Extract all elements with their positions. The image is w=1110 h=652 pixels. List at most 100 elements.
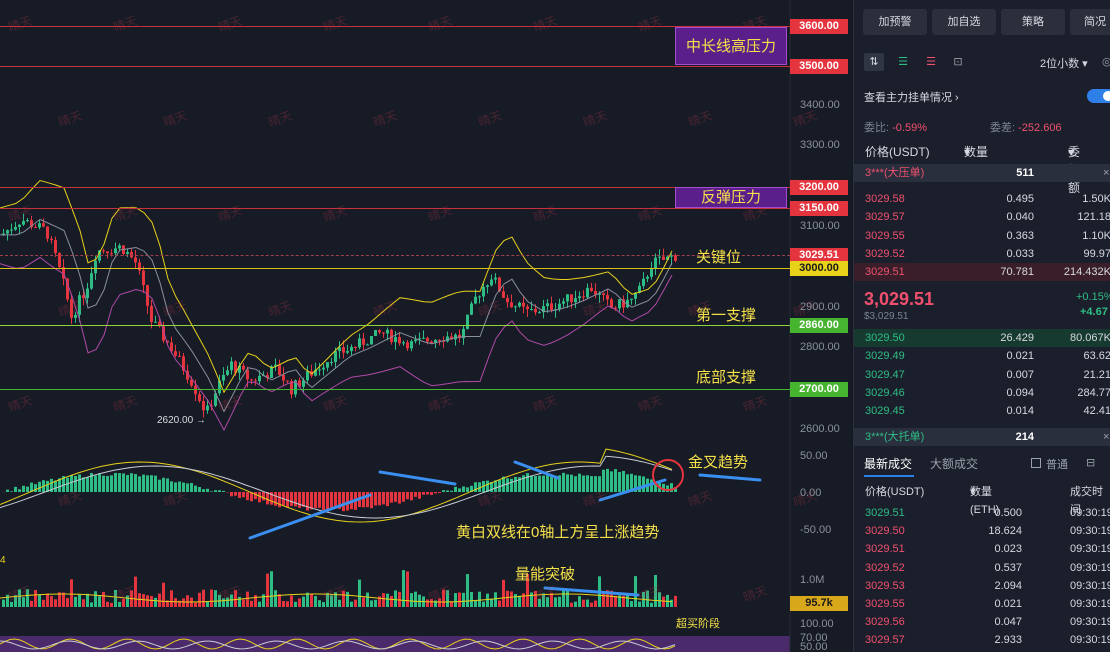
ask-row[interactable]: 3029.58 0.495 1.50K (854, 190, 1110, 208)
annotation-overbought: 超买阶段 (676, 618, 720, 630)
overview-button[interactable]: 简况 (1070, 9, 1110, 35)
candle-body (502, 291, 505, 298)
candle-body (618, 299, 621, 309)
macd-bar (58, 478, 61, 492)
book-both-icon[interactable]: ⇅ (864, 53, 884, 71)
candle-body (154, 321, 157, 323)
candle-body (486, 285, 489, 288)
volume-bar (118, 601, 121, 607)
volume-bar (18, 589, 21, 607)
volume-bar (202, 589, 205, 607)
ask-qty: 0.040 (1006, 211, 1034, 224)
candle-body (558, 303, 561, 310)
candle-body (402, 342, 405, 344)
macd-bar (666, 485, 669, 492)
add-alert-button[interactable]: 加预警 (863, 9, 927, 35)
volume-bar (250, 600, 253, 607)
candle-body (146, 285, 149, 306)
normal-checkbox[interactable] (1031, 458, 1041, 468)
settings-icon[interactable]: ◎ (1102, 55, 1110, 68)
volume-bar (498, 600, 501, 607)
decimal-select[interactable]: 2位小数 ▾ (1040, 58, 1088, 70)
candle-body (246, 369, 249, 380)
macd-bar (14, 486, 17, 492)
macd-axis-neg50: -50.00 (800, 524, 832, 536)
volume-bar (162, 582, 165, 607)
volume-bar (470, 591, 473, 607)
ask-price: 3029.57 (865, 211, 905, 224)
ask-total: 121.18 (1077, 211, 1110, 224)
close-icon[interactable]: × (1103, 431, 1110, 443)
ask-row[interactable]: 3029.57 0.040 121.18 (854, 208, 1110, 226)
tab-latest-trades[interactable]: 最新成交 (864, 457, 913, 471)
candle-body (202, 401, 205, 411)
volume-axis-1m: 1.0M (800, 574, 825, 586)
strategy-button[interactable]: 策略 (1001, 9, 1065, 35)
macd-bar (178, 481, 181, 492)
volume-bar (110, 602, 113, 607)
candle-body (58, 253, 61, 268)
book-bids-icon[interactable]: ☰ (898, 56, 908, 68)
candle-body (290, 380, 293, 395)
volume-bar (622, 595, 625, 607)
bid-row[interactable]: 3029.49 0.021 63.62 (854, 347, 1110, 365)
bid-row[interactable]: 3029.50 26.429 80.067K (854, 329, 1110, 347)
ask-row[interactable]: 3029.52 0.033 99.97 (854, 245, 1110, 263)
volume-bar (466, 574, 469, 607)
candle-body (62, 267, 65, 279)
kline-chart[interactable]: 晴天 晴天 晴天 晴天 晴天 晴天 晴天 晴天 晴天 晴天 晴天 晴天 晴天 晴天 晴天 晴天 晴天 晴天 晴天 晴天… (0, 0, 850, 652)
volume-bar (478, 591, 481, 607)
candle-body (626, 299, 629, 308)
tab-large-trades[interactable]: 大额成交 (930, 457, 979, 471)
bid-row[interactable]: 3029.46 0.094 284.77 (854, 384, 1110, 402)
candle-body (242, 365, 245, 370)
macd-bar (50, 478, 53, 492)
candle-body (198, 394, 201, 402)
candle-body (266, 375, 269, 378)
commission-ratio: 委比: -0.59% (864, 122, 927, 134)
main-orders-link[interactable]: 查看主力挂单情况 › (864, 92, 959, 104)
macd-bar (258, 492, 261, 503)
bid-price: 3029.50 (865, 332, 905, 344)
volume-bar (282, 600, 285, 607)
candle-body (494, 277, 497, 280)
book-asks-icon[interactable]: ☰ (926, 56, 936, 68)
trade-price: 3029.57 (865, 634, 905, 647)
filter-icon[interactable]: ⊟ (1086, 457, 1096, 469)
macd-bar (510, 478, 513, 492)
add-favorite-button[interactable]: 加自选 (932, 9, 996, 35)
main-orders-toggle[interactable] (1087, 89, 1110, 103)
candle-body (614, 307, 617, 309)
bid-total: 63.62 (1083, 350, 1110, 363)
big-bid-row[interactable]: 3***(大托单) 214 × (854, 428, 1110, 446)
candle-body (234, 361, 237, 373)
volume-bar (546, 597, 549, 607)
candle-body (578, 296, 581, 299)
bid-row[interactable]: 3029.45 0.014 42.41 (854, 402, 1110, 420)
macd-bar (218, 490, 221, 492)
volume-bar (14, 595, 17, 607)
volume-bar (274, 590, 277, 607)
book-depth-icon[interactable]: ⊡ (953, 56, 963, 68)
close-icon[interactable]: × (1103, 167, 1110, 179)
trade-qty: 0.021 (994, 598, 1022, 610)
volume-bar (246, 591, 249, 607)
volume-bar (94, 591, 97, 607)
candle-body (482, 287, 485, 297)
candle-body (498, 277, 501, 292)
big-bid-label: 3***(大托单) (865, 431, 925, 443)
ask-row[interactable]: 3029.51 70.781 214.432K (854, 263, 1110, 282)
volume-bar (230, 594, 233, 607)
macd-bar (270, 492, 273, 505)
macd-bar (390, 492, 393, 503)
volume-bar (626, 594, 629, 607)
price-axis-tick: 2600.00 (800, 423, 840, 435)
bid-row[interactable]: 3029.47 0.007 21.21 (854, 366, 1110, 384)
candle-body (294, 380, 297, 395)
candlestick-canvas[interactable] (0, 0, 850, 652)
volume-bar (306, 592, 309, 607)
big-ask-row[interactable]: 3***(大压单) 511 × (854, 164, 1110, 182)
ask-row[interactable]: 3029.55 0.363 1.10K (854, 227, 1110, 245)
candle-body (214, 393, 217, 406)
ask-price: 3029.51 (865, 266, 905, 279)
